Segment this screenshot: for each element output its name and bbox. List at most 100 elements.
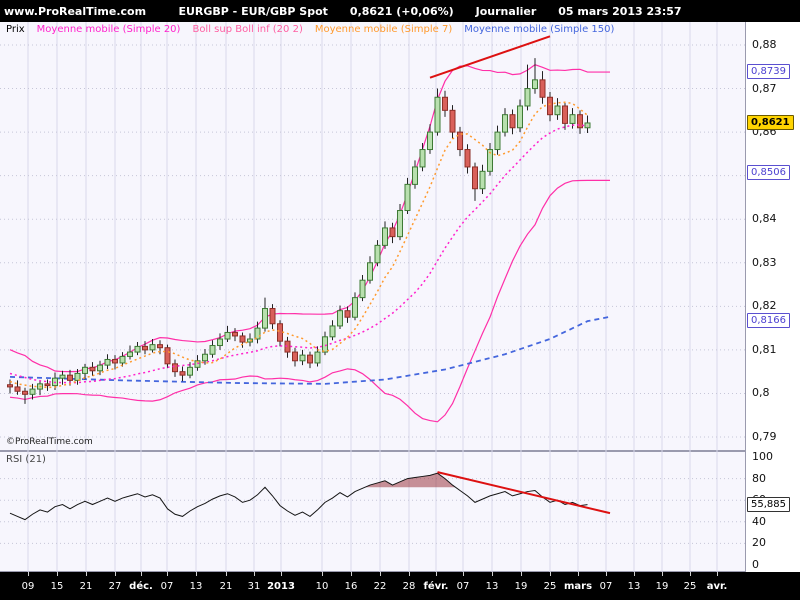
candle-body [262, 308, 268, 329]
price-axis-tick: 0,88 [752, 38, 777, 51]
time-axis-label: 10 [315, 581, 329, 592]
candle-body [284, 340, 291, 353]
candle-body [502, 114, 508, 133]
legend-ma150[interactable]: Moyenne mobile (Simple 150) [464, 24, 615, 35]
candle-body [359, 279, 366, 299]
price-panel: Prix Moyenne mobile (Simple 20) Boll sup… [0, 22, 745, 452]
price-axis-tick: 0,82 [752, 299, 777, 313]
ma20-line [9, 124, 588, 384]
candle-body [74, 372, 81, 381]
legend-ma20[interactable]: Moyenne mobile (Simple 20) [36, 24, 181, 35]
indicator-value-badge: 0,8166 [747, 313, 790, 329]
candle-body [172, 363, 178, 373]
timestamp: 05 mars 2013 23:57 [558, 4, 682, 18]
rsi-trendline[interactable] [437, 471, 611, 515]
indicator-value-badge: 0,8739 [747, 63, 790, 79]
candle-body [127, 351, 133, 357]
rsi-axis-tick: 80 [752, 471, 766, 485]
time-axis-tick [606, 572, 607, 576]
candle-body [179, 371, 186, 376]
legend-bollinger[interactable]: Boll sup Boll inf (20 2) [192, 24, 303, 35]
price-chart-canvas[interactable] [0, 22, 745, 452]
price-trendline[interactable] [429, 35, 551, 79]
time-axis[interactable]: 09 15 21 27 déc. 07 13 21 31 2013 10 16 22 28 févr. 07 1… [0, 572, 800, 600]
time-axis-tick [86, 572, 87, 576]
candle-body [209, 345, 216, 355]
candle-body [562, 105, 568, 124]
time-axis-tick [196, 572, 197, 576]
time-axis-tick [521, 572, 522, 576]
time-axis-label: 07 [599, 581, 613, 592]
candle-body [224, 331, 231, 340]
candle-body [314, 351, 321, 364]
time-axis-tick [717, 572, 718, 576]
candle-body [59, 374, 66, 379]
candle-body [104, 358, 111, 366]
candle-body [404, 183, 411, 212]
time-axis-label: 28 [402, 581, 416, 592]
time-axis-label: 15 [50, 581, 64, 592]
candle-body [202, 353, 208, 362]
time-axis-label: 25 [543, 581, 557, 592]
time-axis-label: 19 [514, 581, 528, 592]
candle-body [577, 114, 583, 129]
time-axis-tick [141, 572, 142, 576]
legend-price[interactable]: Prix [6, 24, 25, 35]
time-axis-label: déc. [129, 581, 153, 592]
candle-body [487, 149, 493, 172]
candle-body [22, 390, 28, 395]
candle-body [472, 166, 478, 190]
candle-body [547, 96, 553, 116]
time-axis-tick [578, 572, 579, 576]
site-link[interactable]: www.ProRealTime.com [4, 4, 147, 18]
candle-body [82, 366, 88, 374]
candle-body [232, 331, 238, 337]
price-axis-tick: 0,83 [752, 255, 777, 269]
time-axis-tick [167, 572, 168, 576]
rsi-chart-canvas[interactable] [0, 452, 745, 572]
time-axis-label: 16 [344, 581, 358, 592]
rsi-panel: RSI (21) [0, 452, 745, 572]
candle-body [254, 327, 261, 340]
candle-body [367, 262, 373, 281]
candle-body [457, 131, 463, 151]
candle-body [442, 96, 448, 111]
candle-body [44, 383, 51, 387]
time-axis-tick [380, 572, 381, 576]
price-axis-tick: 0,87 [752, 81, 777, 95]
candle-body [119, 355, 126, 364]
price-axis[interactable]: 0,880,870,860,850,840,830,820,810,80,791… [745, 22, 800, 572]
candle-body [7, 384, 13, 388]
time-axis-tick [57, 572, 58, 576]
last-price: 0,8621 [349, 4, 393, 18]
candle-body [539, 79, 546, 98]
legend-ma7[interactable]: Moyenne mobile (Simple 7) [314, 24, 453, 35]
rsi-axis-tick: 20 [752, 536, 766, 550]
candle-body [494, 131, 501, 151]
candle-body [517, 105, 523, 129]
time-axis-label: 27 [108, 581, 122, 592]
time-axis-label: 07 [456, 581, 470, 592]
time-axis-tick [226, 572, 227, 576]
candle-body [322, 336, 328, 353]
candle-body [344, 310, 351, 318]
time-axis-tick [28, 572, 29, 576]
rsi-indicator-label[interactable]: RSI (21) [6, 454, 46, 465]
candle-body [374, 244, 381, 264]
candle-body [554, 105, 561, 116]
candle-body [479, 170, 486, 190]
candle-body [97, 364, 103, 372]
candle-body [29, 388, 36, 395]
candle-body [389, 227, 396, 238]
candle-body [532, 79, 538, 90]
time-axis-tick [254, 572, 255, 576]
time-axis-label: 19 [655, 581, 669, 592]
indicator-value-badge: 0,8506 [747, 165, 790, 181]
last-price-and-change: 0,8621 (+0,06%) [350, 5, 454, 18]
rsi-axis-tick: 40 [752, 514, 766, 528]
time-axis-label: 09 [21, 581, 35, 592]
candle-body [187, 366, 193, 376]
time-axis-label: 07 [160, 581, 174, 592]
time-axis-tick [409, 572, 410, 576]
